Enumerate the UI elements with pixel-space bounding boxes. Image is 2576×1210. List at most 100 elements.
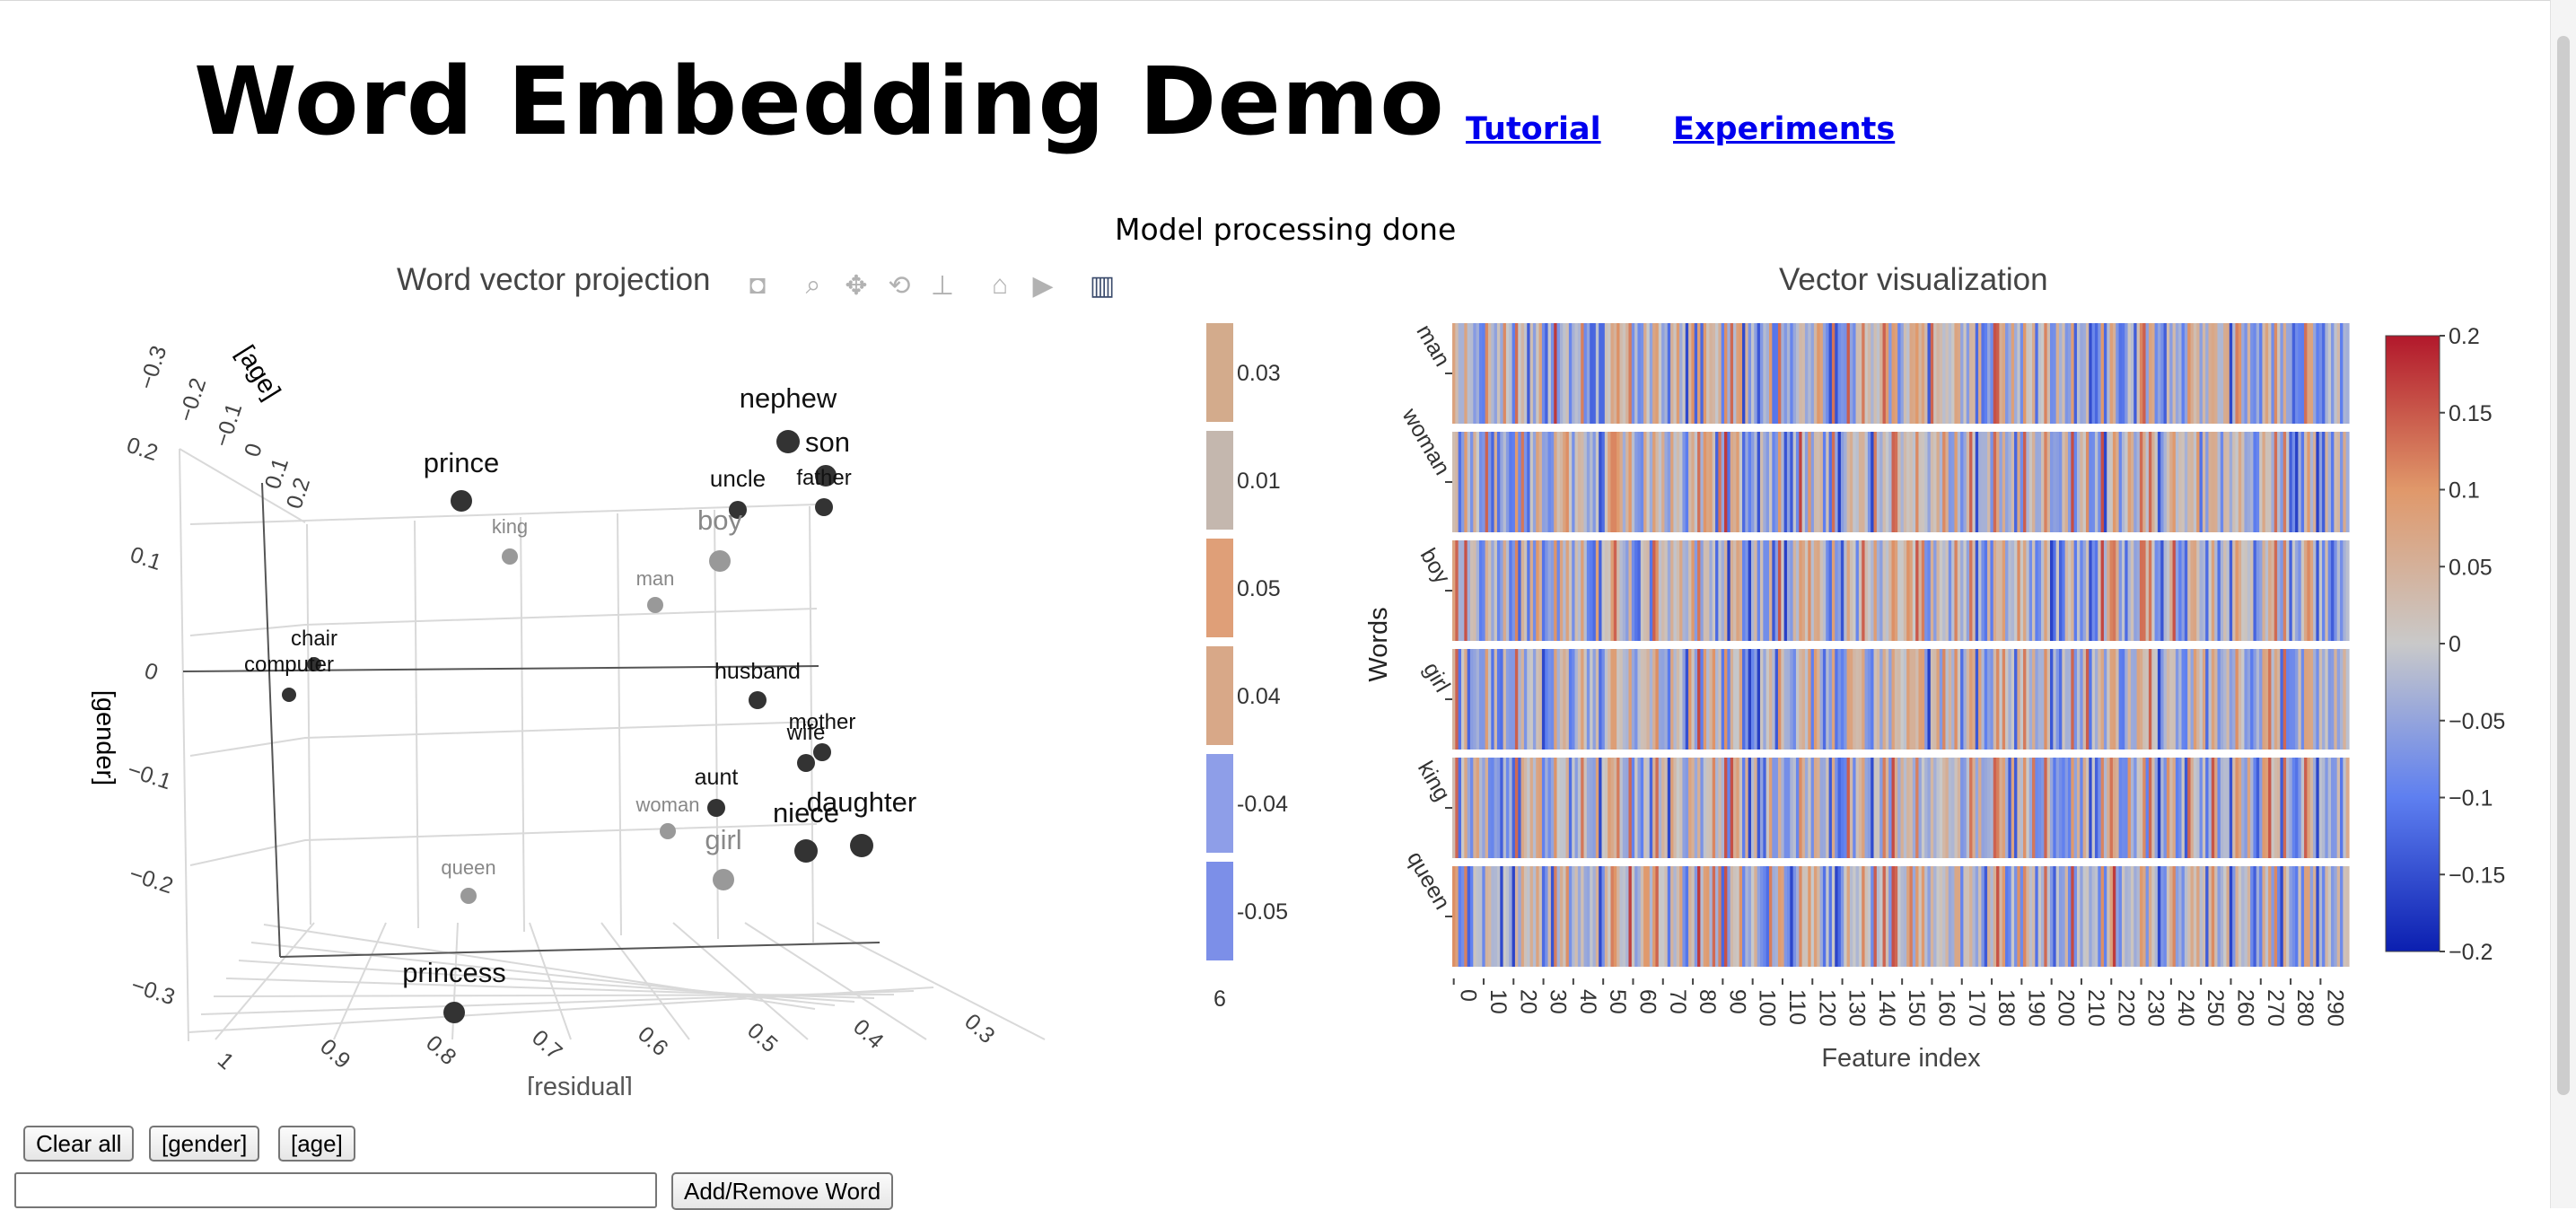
turntable-icon[interactable]: ⊥ xyxy=(930,270,955,301)
word-point-girl[interactable] xyxy=(713,869,734,890)
camera-icon[interactable]: ◘ xyxy=(749,270,767,300)
y-tick-label: 0.2 xyxy=(124,433,162,466)
experiments-link[interactable]: Experiments xyxy=(1673,111,1896,147)
heatmap-x-tick: 240 xyxy=(2173,989,2198,1027)
word-label-computer: computer xyxy=(244,653,334,677)
colorbar-tick: 0.2 xyxy=(2449,324,2480,349)
word-point-chair[interactable] xyxy=(307,657,321,671)
y-axis-label: [gender] xyxy=(91,690,119,785)
word-point-king[interactable] xyxy=(502,548,518,565)
y-tick-label: −0.3 xyxy=(128,972,179,1010)
value-swatch xyxy=(1206,646,1233,745)
heatmap-x-tick: 230 xyxy=(2143,989,2169,1027)
projection-title: Word vector projection xyxy=(397,262,711,297)
x-tick-label: 0.9 xyxy=(315,1034,355,1074)
heatmap-x-tick: 110 xyxy=(1784,989,1809,1025)
word-point-boy[interactable] xyxy=(709,550,731,572)
word-label-wife: wife xyxy=(786,721,826,745)
word-point-man[interactable] xyxy=(647,597,663,613)
word-point-husband[interactable] xyxy=(749,691,767,709)
heatmap-x-tick: 140 xyxy=(1874,989,1899,1027)
heatmap-row-queen xyxy=(1452,866,2350,967)
pan-icon[interactable]: ✥ xyxy=(845,270,868,301)
word-label-queen: queen xyxy=(441,856,495,879)
heatmap-x-tick: 190 xyxy=(2023,989,2048,1027)
heatmap-x-tick: 180 xyxy=(1993,989,2019,1027)
scrollbar-thumb[interactable] xyxy=(2557,36,2570,1095)
word-point-son[interactable] xyxy=(815,465,837,487)
projection-grid xyxy=(179,448,1046,1042)
word-point-wife[interactable] xyxy=(797,754,815,772)
word-point-princess[interactable] xyxy=(443,1002,465,1023)
word-point-niece[interactable] xyxy=(794,839,818,863)
word-point-computer[interactable] xyxy=(282,688,296,702)
bar-chart-icon[interactable]: ▥ xyxy=(1089,270,1116,301)
colorbar-tick: −0.05 xyxy=(2449,709,2505,734)
heatmap-y-label: Words xyxy=(1364,607,1393,681)
word-point-father[interactable] xyxy=(815,498,833,516)
word-point-aunt[interactable] xyxy=(707,799,725,817)
word-point-prince[interactable] xyxy=(451,490,472,512)
heatmap-x-tick: 290 xyxy=(2322,989,2347,1027)
heatmap-x-tick: 60 xyxy=(1634,989,1660,1014)
projection-3d-plot[interactable]: 1 0.9 0.8 0.7 0.6 0.5 0.4 0.30.20.10−0.1−0.2−0.… xyxy=(0,305,1131,1095)
colorbar-tick: 0.1 xyxy=(2449,478,2480,504)
home-icon[interactable]: ⌂ xyxy=(991,270,1009,300)
x-tick-label: 0.6 xyxy=(633,1021,673,1061)
x-tick-label: 1 xyxy=(213,1048,239,1074)
word-point-woman[interactable] xyxy=(660,823,676,839)
swatch-value: 0.01 xyxy=(1237,469,1281,494)
page-scrollbar[interactable] xyxy=(2550,0,2576,1208)
add-remove-word-button[interactable]: Add/Remove Word xyxy=(671,1172,894,1210)
word-label-nephew: nephew xyxy=(740,382,837,414)
tutorial-link[interactable]: Tutorial xyxy=(1466,111,1601,147)
y-tick-label: 0 xyxy=(142,658,162,686)
heatmap-x-tick: 100 xyxy=(1755,989,1780,1027)
heatmap-x-tick: 40 xyxy=(1575,989,1600,1014)
projection-ticks: 1 0.9 0.8 0.7 0.6 0.5 0.4 0.30.20.10−0.1−0.2−0.… xyxy=(124,343,1000,1074)
heatmap-x-tick: 10 xyxy=(1485,989,1511,1014)
word-point-daughter[interactable] xyxy=(850,834,873,857)
heatmap-word-label: queen xyxy=(1402,847,1455,914)
zoom-icon[interactable]: ⌕ xyxy=(805,270,821,300)
heatmap-x-tick: 150 xyxy=(1904,989,1929,1027)
value-swatch xyxy=(1206,862,1233,960)
heatmap-word-label: man xyxy=(1411,320,1455,371)
x-tick-label: 0.4 xyxy=(848,1014,889,1054)
heatmap-word-label: girl xyxy=(1418,658,1455,697)
word-label-mother: mother xyxy=(789,710,856,734)
swatch-value: 0.04 xyxy=(1237,684,1281,709)
heatmap-x-label: Feature index xyxy=(1821,1044,1981,1073)
word-point-queen[interactable] xyxy=(460,888,477,904)
word-label-boy: boy xyxy=(697,504,742,536)
swatch-value: 0.03 xyxy=(1237,361,1281,386)
heatmap-row-girl xyxy=(1452,649,2350,750)
gender-axis-button[interactable]: [gender] xyxy=(149,1126,260,1162)
camera-view-icon[interactable]: ▶ xyxy=(1032,270,1054,301)
age-axis-button[interactable]: [age] xyxy=(278,1126,355,1162)
heatmap-row-woman xyxy=(1452,432,2350,532)
vector-heatmap[interactable]: 0 10 20 30 40 50 60 70 80 90 100 110 120 130 140 150 160… xyxy=(1346,305,2567,1113)
word-label-niece: niece xyxy=(773,797,839,829)
word-point-nephew[interactable] xyxy=(776,430,800,453)
word-input[interactable] xyxy=(14,1172,657,1208)
z-axis-label: [age] xyxy=(231,340,285,405)
y-tick-label: −0.2 xyxy=(127,861,177,899)
heatmap-x-tick: 70 xyxy=(1665,989,1690,1014)
y-tick-label: −0.1 xyxy=(125,757,175,794)
word-label-woman: woman xyxy=(635,794,700,816)
heatmap-x-tick: 0 xyxy=(1456,989,1481,1002)
word-label-man: man xyxy=(636,567,675,590)
clear-all-button[interactable]: Clear all xyxy=(23,1126,135,1162)
word-point-mother[interactable] xyxy=(813,743,831,761)
value-swatch xyxy=(1206,754,1233,853)
heatmap-x-tick: 130 xyxy=(1844,989,1870,1027)
heatmap-x-tick: 210 xyxy=(2083,989,2108,1027)
swatch-value: -0.05 xyxy=(1237,899,1288,925)
heatmap-x-tick: 250 xyxy=(2203,989,2228,1027)
colorbar-tick: −0.15 xyxy=(2449,863,2505,888)
swatch-footer: 6 xyxy=(1214,986,1226,1012)
heatmap-x-tick: 90 xyxy=(1724,989,1749,1014)
word-point-uncle[interactable] xyxy=(729,501,747,519)
orbit-icon[interactable]: ⟲ xyxy=(888,270,911,301)
